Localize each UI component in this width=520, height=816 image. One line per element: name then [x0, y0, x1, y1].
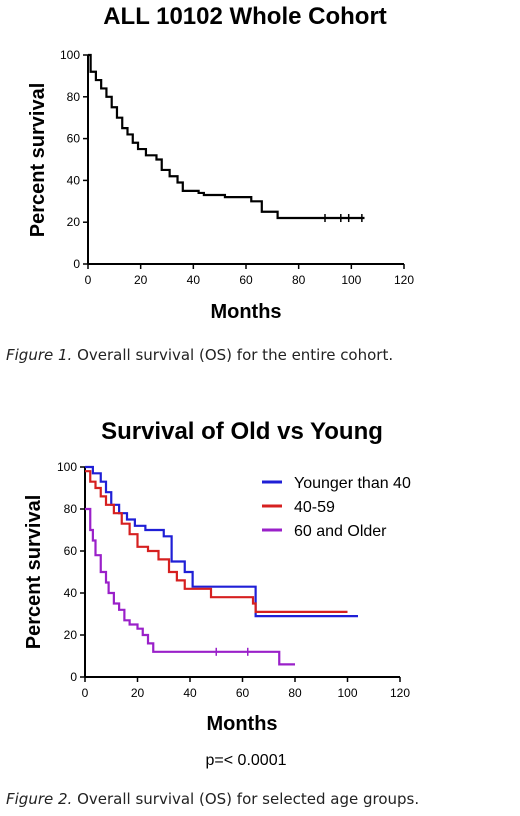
legend-label-60-and-older: 60 and Older — [294, 523, 387, 540]
figure2-caption-text: Overall survival (OS) for selected age g… — [72, 790, 420, 808]
chart2-xtick-label: 40 — [183, 686, 197, 700]
chart2-title: Survival of Old vs Young — [101, 418, 383, 445]
chart1-ylabel: Percent survival — [27, 83, 49, 238]
chart1-xtick-label: 100 — [341, 273, 361, 287]
chart-whole-cohort: ALL 10102 Whole Cohort Percent survival … — [27, 3, 414, 323]
chart2-ytick-label: 100 — [57, 460, 77, 474]
chart2-ytick-label: 80 — [64, 502, 78, 516]
chart2-ytick-label: 20 — [64, 628, 78, 642]
chart2-series-younger-than-40 — [85, 465, 358, 618]
chart2-xtick-label: 0 — [82, 686, 89, 700]
chart2-ylabel: Percent survival — [23, 495, 45, 650]
figure1-caption-label: Figure 1. — [6, 346, 73, 364]
chart2-ytick-label: 40 — [64, 586, 78, 600]
figure2-caption-label: Figure 2. — [6, 790, 73, 808]
chart1-xtick-label: 80 — [292, 273, 306, 287]
chart-old-vs-young: Survival of Old vs Young Percent surviva… — [23, 418, 411, 769]
chart1-xtick-label: 0 — [85, 273, 92, 287]
chart2-xlabel: Months — [206, 713, 277, 735]
chart1-ytick-label: 100 — [60, 48, 80, 62]
figure2-caption: Figure 2. Overall survival (OS) for sele… — [6, 790, 419, 808]
chart1-ytick-label: 0 — [73, 257, 80, 271]
p-value-annotation: p=< 0.0001 — [206, 752, 287, 769]
chart2-xtick-label: 20 — [131, 686, 145, 700]
chart1-ytick-label: 60 — [67, 132, 81, 146]
chart2-xtick-label: 120 — [390, 686, 410, 700]
legend-label-younger-than-40: Younger than 40 — [294, 475, 411, 492]
chart2-series-60-and-older — [85, 507, 295, 666]
chart1-xlabel: Months — [210, 301, 281, 323]
chart1-ytick-label: 20 — [67, 215, 81, 229]
figure1-caption-text: Overall survival (OS) for the entire coh… — [72, 346, 394, 364]
chart2-series-40-59 — [85, 470, 348, 613]
chart1-series-cohort — [88, 53, 365, 220]
legend: Younger than 40 40-59 60 and Older — [262, 475, 411, 540]
chart1-xtick-label: 120 — [394, 273, 414, 287]
chart1-xtick-label: 60 — [239, 273, 253, 287]
chart2-xtick-label: 100 — [337, 686, 357, 700]
legend-label-40-59: 40-59 — [294, 499, 335, 516]
chart2-xtick-label: 80 — [288, 686, 302, 700]
chart1-title: ALL 10102 Whole Cohort — [103, 3, 387, 30]
chart2-ytick-label: 0 — [70, 670, 77, 684]
chart1-xtick-label: 40 — [187, 273, 201, 287]
chart1-ytick-label: 40 — [67, 173, 81, 187]
chart2-xtick-label: 60 — [236, 686, 250, 700]
figure1-caption: Figure 1. Overall survival (OS) for the … — [6, 346, 393, 364]
chart2-ytick-label: 60 — [64, 544, 78, 558]
chart1-ytick-label: 80 — [67, 90, 81, 104]
chart1-xtick-label: 20 — [134, 273, 148, 287]
